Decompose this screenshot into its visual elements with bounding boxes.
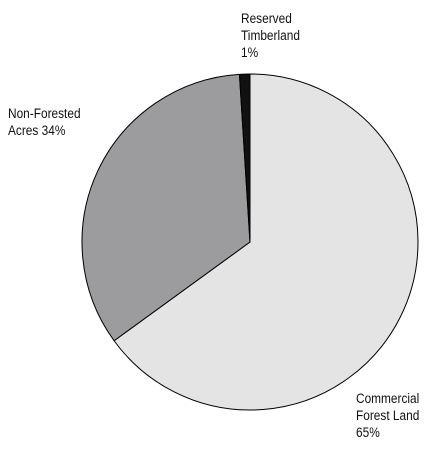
- slice-label-commercial-forest-land: Commercial Forest Land 65%: [356, 390, 419, 440]
- slice-label-reserved-timberland: Reserved Timberland 1%: [241, 10, 300, 60]
- slice-label-non-forested-acres: Non-Forested Acres 34%: [8, 105, 81, 138]
- pie-slices: [81, 73, 419, 411]
- pie-slice-reserved-timberland: [238, 73, 251, 243]
- pie-slice-non-forested-acres: [81, 73, 251, 342]
- pie-slice-commercial-forest-land: [113, 73, 419, 411]
- slice-labels: Commercial Forest Land 65% Non-Forested Acre…: [8, 10, 419, 440]
